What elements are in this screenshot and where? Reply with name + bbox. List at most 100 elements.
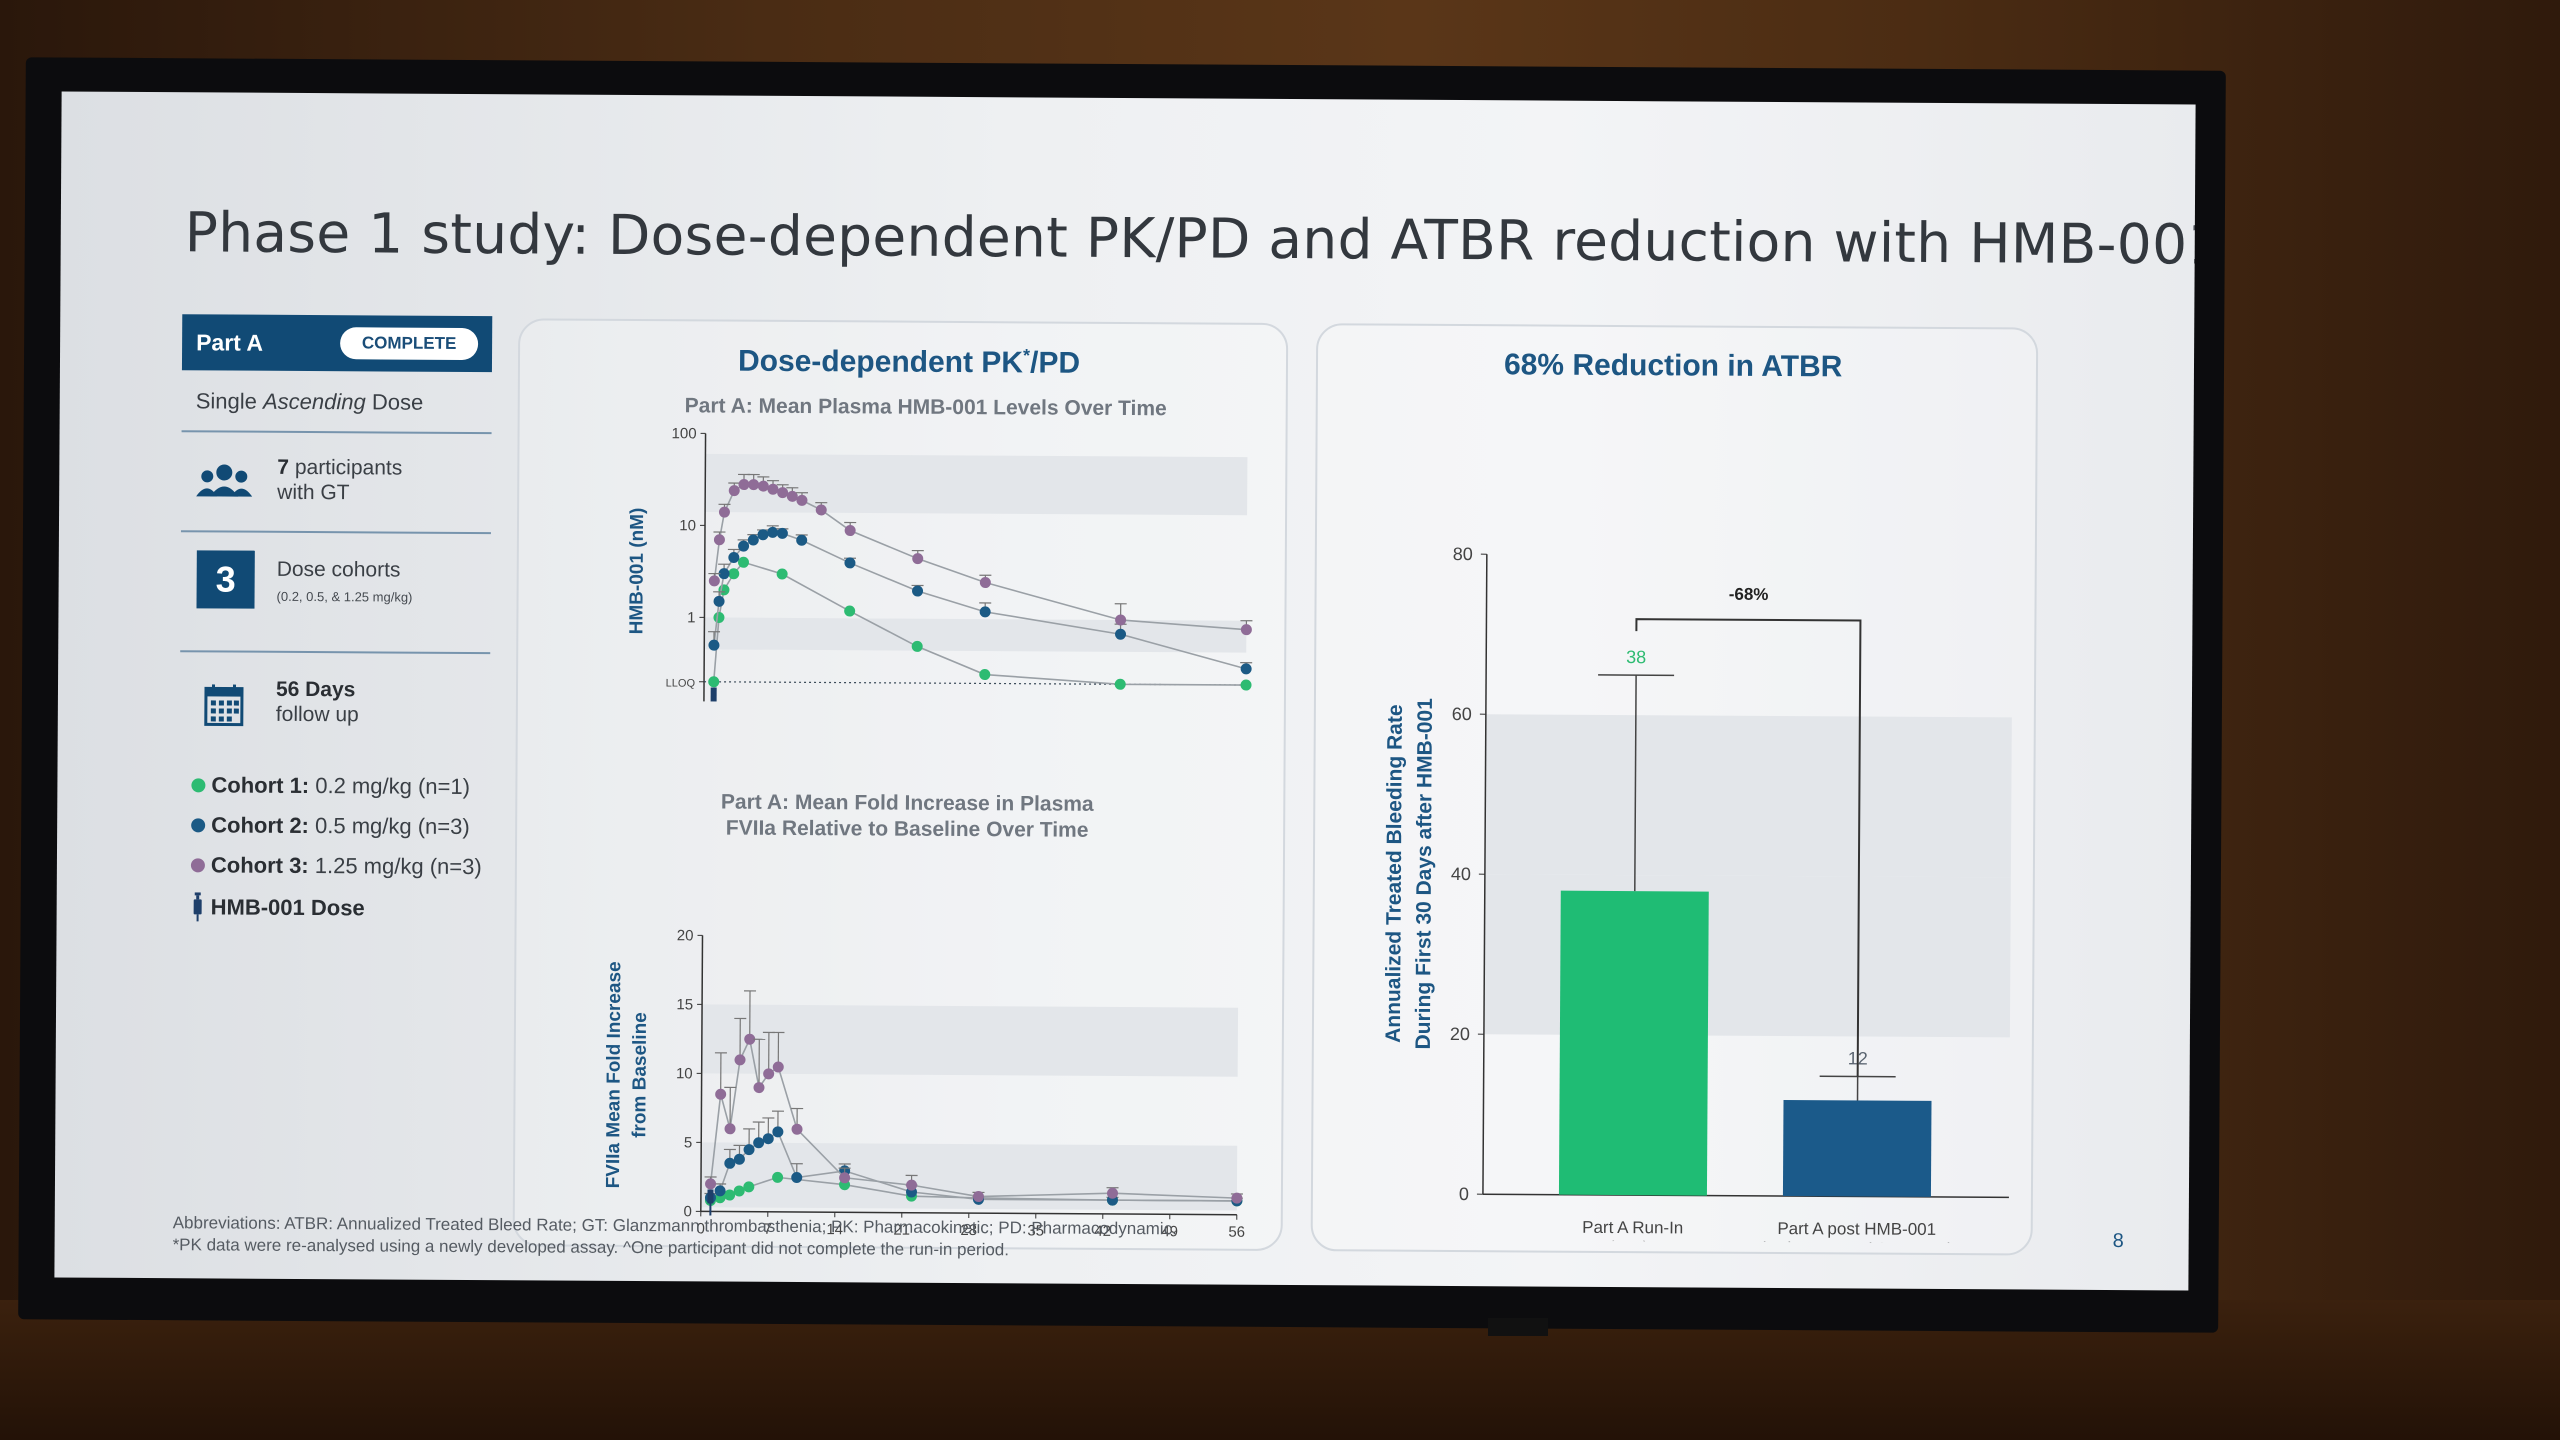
participants-label: participants — [288, 455, 403, 480]
series-2-point — [743, 1144, 755, 1156]
x-tick-label: 42 — [1094, 1223, 1111, 1239]
series-3-point — [1107, 1187, 1119, 1199]
followup-days: 56 Days — [275, 677, 356, 702]
y-tick-label: 20 — [1450, 1024, 1470, 1044]
category-label-1: (n=5)^ — [1608, 1238, 1656, 1244]
series-2-point — [1115, 628, 1127, 640]
series-2-point — [708, 639, 720, 651]
cohorts-row: 3 Dose cohorts (0.2, 0.5, & 1.25 mg/kg) — [180, 542, 490, 624]
participants-row: 7 participants with GT — [181, 442, 491, 524]
series-3-point — [839, 1172, 851, 1184]
pd-chart: 071421283542495605101520Study DaysFVIIa … — [603, 927, 1245, 1239]
y-axis-label: Annualized Treated Bleeding Rate — [1382, 704, 1407, 1043]
atbr-chart: 0 20 40 60 80 Annualized Treated Bleeding Rat… — [1382, 544, 2012, 1244]
x-tick-label: 7 — [763, 1221, 771, 1238]
series-1-point — [713, 612, 725, 624]
participants-text: 7 participants with GT — [277, 455, 402, 506]
x-tick-label: 35 — [1027, 1222, 1044, 1239]
series-3-point — [786, 490, 798, 502]
series-3-point — [767, 483, 779, 495]
participants-line2: with GT — [277, 480, 350, 505]
series-3-point — [724, 1123, 736, 1135]
y-tick-label: 1 — [687, 609, 695, 626]
grid-band — [1484, 714, 2012, 878]
series-2-point — [767, 526, 779, 538]
grid-band — [704, 617, 1247, 653]
legend-cohort-2: Cohort 2: 0.5 mg/kg (n=3) — [191, 812, 470, 840]
page-number: 8 — [2112, 1230, 2124, 1253]
series-3-line — [709, 1036, 1237, 1199]
series-3-point — [753, 1082, 765, 1094]
series-1-point — [979, 669, 991, 681]
series-1-point — [724, 1189, 736, 1201]
grid-band — [705, 453, 1248, 516]
reduction-annotation: -68% — [1729, 585, 1769, 604]
legend-cohort-1-name: Cohort 1: — [211, 772, 310, 799]
cohorts-text: Dose cohorts (0.2, 0.5, & 1.25 mg/kg) — [276, 557, 413, 610]
followup-text: 56 Days follow up — [276, 677, 359, 728]
series-2-point — [753, 1137, 765, 1149]
design-italic: Ascending — [262, 388, 366, 415]
legend-cohort-1-dose: 0.2 mg/kg (n=1) — [309, 773, 471, 800]
legend-cohort-2-dose: 0.5 mg/kg (n=3) — [308, 813, 470, 839]
series-2-point — [713, 595, 725, 607]
series-3-point — [734, 1054, 746, 1066]
cohort-2-dot — [191, 818, 206, 833]
dose-syringe-needle — [709, 1203, 712, 1216]
tv-stand — [1488, 1318, 1548, 1336]
atbr-panel-title: 68% Reduction in ATBR — [1503, 348, 1843, 384]
series-3-point — [777, 487, 789, 499]
series-3-point — [738, 479, 750, 491]
y-axis-label: HMB-001 (nM) — [626, 508, 648, 635]
participants-count: 7 — [277, 455, 290, 479]
y-tick-label: 60 — [1452, 704, 1472, 724]
y-tick-label: 100 — [671, 425, 696, 442]
legend-dose-label: HMB-001 Dose — [210, 894, 365, 921]
comparison-bracket — [1635, 618, 1862, 1077]
followup-row: 56 Days follow up — [180, 664, 490, 746]
calendar-icon — [204, 684, 244, 727]
series-2-point — [724, 1157, 736, 1169]
y-tick-label: 15 — [676, 996, 693, 1013]
error-bar — [1634, 675, 1637, 892]
y-axis-label: FVIIa Mean Fold Increase — [603, 961, 625, 1188]
legend-cohort-2-name: Cohort 2: — [211, 812, 310, 839]
y-axis-label: from Baseline — [629, 1012, 651, 1138]
pk-chart-title: Part A: Mean Plasma HMB-001 Levels Over … — [684, 394, 1167, 421]
series-1-point — [708, 676, 720, 688]
series-1-point — [1240, 679, 1252, 691]
y-axis — [703, 433, 707, 705]
cohorts-label: Dose cohorts — [276, 557, 401, 582]
syringe-icon — [193, 892, 202, 922]
series-3-point — [979, 577, 991, 589]
series-3-point — [744, 1033, 756, 1045]
category-label-1: Part A Run-In — [1582, 1218, 1683, 1238]
design-prefix: Single — [195, 388, 264, 414]
dose-syringe-icon — [707, 1189, 714, 1204]
pkpd-panel-title: Dose-dependent PK*/PD — [738, 344, 1080, 381]
x-tick-label: 0 — [696, 1220, 704, 1237]
tv-screen: Phase 1 study: Dose-dependent PK/PD and … — [54, 91, 2196, 1291]
x-tick-label: 56 — [1228, 1224, 1245, 1239]
pkpd-title-main: Dose-dependent PK — [737, 344, 1024, 380]
series-2-point — [718, 568, 730, 580]
series-3-point — [708, 575, 720, 587]
followup-line2: follow up — [275, 702, 359, 727]
series-3-point — [815, 504, 827, 516]
category-label-2: Part A post HMB-001 — [1777, 1219, 1936, 1239]
footnotes: Abbreviations: ATBR: Annualized Treated … — [173, 1212, 1177, 1262]
divider — [180, 530, 491, 535]
bar-1-value-label: 38 — [1626, 647, 1646, 667]
series-1-point — [737, 556, 749, 568]
series-2-point — [733, 1153, 745, 1165]
design-suffix: Dose — [365, 389, 424, 415]
series-3-point — [705, 1178, 717, 1190]
study-design-text: Single Ascending Dose — [196, 388, 424, 415]
x-tick-label: 14 — [826, 1221, 843, 1238]
slide-title: Phase 1 study: Dose-dependent PK/PD and … — [184, 200, 2196, 277]
y-tick-label: 5 — [684, 1134, 692, 1151]
series-2-point — [714, 1185, 726, 1197]
series-3-point — [972, 1191, 984, 1203]
series-3-point — [1231, 1192, 1243, 1204]
